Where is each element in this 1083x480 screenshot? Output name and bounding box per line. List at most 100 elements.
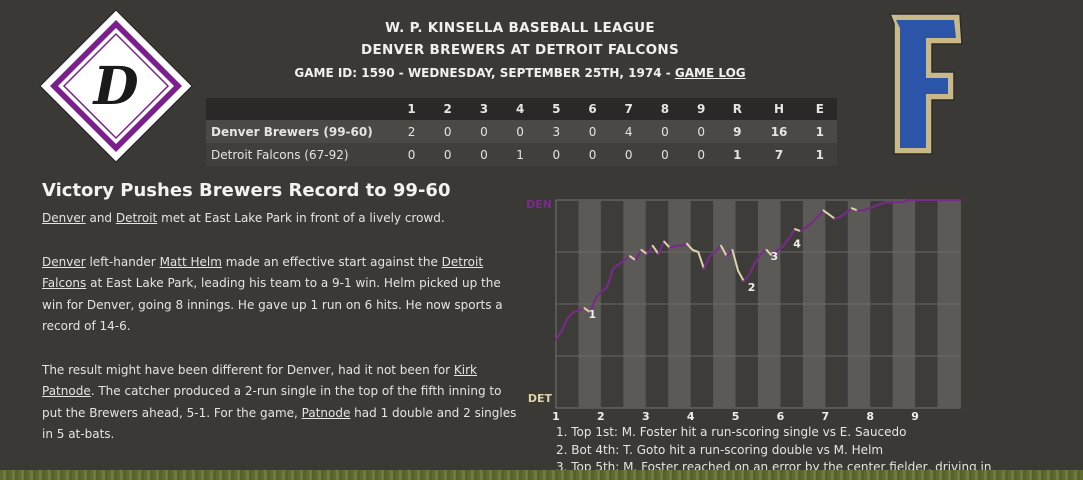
series-segment [833,215,842,220]
series-segment [873,203,882,208]
series-segment [651,244,660,256]
series-segment [737,269,745,283]
series-segment [811,215,819,224]
inning-score: 0 [393,143,430,166]
table-row: Detroit Falcons (67-92) 0 0 0 1 0 0 0 0 … [206,143,837,166]
grass-strip [0,470,1083,480]
errors-header: E [802,98,837,120]
series-segment [566,311,575,320]
player-link[interactable]: Patnode [301,405,351,420]
errors-total: 1 [802,120,837,143]
player-link[interactable]: Kirk Patnode [42,362,478,399]
series-segment [594,290,603,299]
game-info: GAME ID: 1590 - WEDNESDAY, SEPTEMBER 25T… [205,66,835,80]
top-axis-label: DEN [526,198,552,211]
series-segment [742,273,751,283]
series-segment [617,259,626,266]
inning-score: 0 [538,143,575,166]
series-segment [771,248,779,258]
inning-score: 2 [393,120,430,143]
story-text: left-hander [85,254,160,269]
x-tick-label: 9 [911,410,919,422]
series-segment [668,244,677,249]
series-segment [805,221,814,229]
series-segment [702,255,711,270]
series-segment [822,209,831,216]
series-segment [680,242,688,247]
series-segment [720,244,728,258]
inning-score: 0 [610,143,647,166]
bottom-axis-label: DET [528,392,553,405]
story-text: The result might have been different for… [42,362,454,377]
team-name: Denver Brewers (99-60) [206,120,394,143]
series-segment [555,330,563,341]
series-segment [725,248,734,258]
team-column-header [206,98,394,120]
story-text: had 1 double and 2 singles in 5 at-bats. [42,405,517,442]
inning-header: 7 [610,98,647,120]
series-segment [577,307,586,312]
series-segment [862,207,870,212]
team-name: Detroit Falcons (67-92) [206,143,394,166]
errors-total: 1 [802,143,837,166]
series-segment [799,226,808,233]
box-score-table: 1 2 3 4 5 6 7 8 9 R H E Denver Brewers (… [206,98,837,166]
runs-header: R [719,98,756,120]
inning-score: 0 [683,143,720,166]
series-segment [788,228,796,239]
inning-header: 8 [646,98,684,120]
series-segment [640,248,649,256]
player-link[interactable]: Matt Helm [159,254,222,269]
series-segment [793,228,802,233]
series-segment [583,307,592,314]
game-header: W. P. KINSELLA BASEBALL LEAGUE DENVER BR… [205,20,835,80]
x-tick-label: 6 [777,410,785,422]
table-row: Denver Brewers (99-60) 2 0 0 0 3 0 4 0 0… [206,120,837,143]
game-log-link[interactable]: GAME LOG [674,66,746,80]
inning-score: 0 [646,120,684,143]
x-tick-label: 3 [642,410,650,422]
x-tick-label: 2 [597,410,605,422]
event-marker: 2 [748,281,756,294]
team-link[interactable]: Detroit Falcons [42,254,484,291]
series-segment [634,248,643,262]
inning-score: 0 [683,120,720,143]
team-link[interactable]: Detroit [115,211,158,225]
inning-score: 1 [502,143,539,166]
series-segment [850,207,859,212]
inning-score: 0 [429,120,466,143]
series-segment [606,267,614,289]
box-score-header: 1 2 3 4 5 6 7 8 9 R H E [206,98,837,120]
denver-brewers-logo: D [39,9,193,163]
series-segment [754,253,762,264]
hits-total: 7 [755,143,803,166]
game-story: Victory Pushes Brewers Record to 99-60 D… [42,180,517,446]
series-segment [623,255,631,262]
series-segment [657,240,666,256]
series-segment [708,251,717,258]
story-text: . The catcher produced a 2-run single in… [42,384,502,420]
team-link[interactable]: Denver [42,211,86,225]
series-segment [902,199,910,204]
series-segment [697,251,705,270]
series-segment [691,248,700,253]
x-tick-label: 5 [732,410,740,422]
series-segment [816,209,825,218]
inning-score: 0 [502,120,539,143]
series-segment [879,201,888,206]
story-paragraph: The result might have been different for… [42,360,517,446]
inning-score: 0 [465,120,503,143]
scoring-note: 2. Bot 4th: T. Goto hit a run-scoring do… [556,442,884,457]
series-segment [782,236,791,247]
team-link[interactable]: Denver [42,254,86,269]
series-segment [765,248,774,258]
inning-score: 0 [465,143,503,166]
series-segment [828,213,836,220]
story-text: met at East Lake Park in front of a live… [157,211,445,225]
event-marker: 1 [588,308,596,321]
inning-header: 6 [574,98,611,120]
story-paragraph: Denver and Detroit met at East Lake Park… [42,208,517,230]
runs-total: 9 [719,120,756,143]
inning-score: 0 [574,120,611,143]
series-segment [685,242,694,251]
